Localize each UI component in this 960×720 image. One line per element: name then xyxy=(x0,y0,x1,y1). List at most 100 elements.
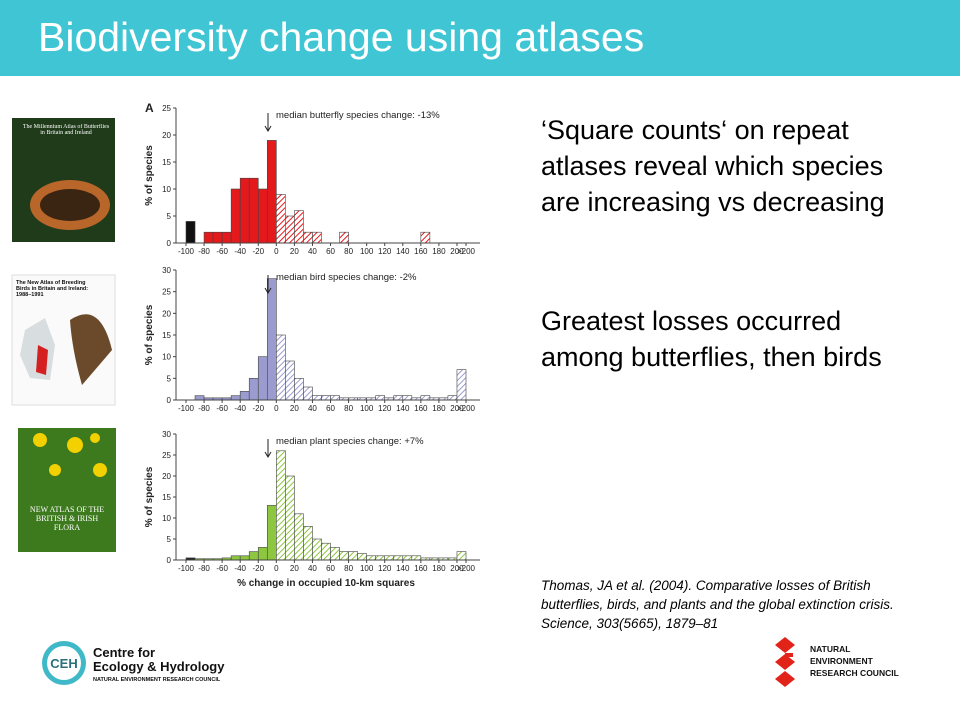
citation: Thomas, JA et al. (2004). Comparative lo… xyxy=(541,578,894,631)
bar xyxy=(411,555,422,561)
cover-art xyxy=(93,463,107,477)
x-tick-label: 80 xyxy=(344,247,353,256)
bar xyxy=(285,215,295,244)
x-tick-label: 200 xyxy=(450,404,464,413)
y-tick-label: 30 xyxy=(162,266,171,275)
x-tick-label: 0 xyxy=(274,404,279,413)
x-tick-label: -100 xyxy=(178,404,195,413)
bar xyxy=(194,395,205,401)
x-tick-label: 140 xyxy=(396,247,410,256)
x-tick-label: 60 xyxy=(326,404,335,413)
bar xyxy=(248,378,259,401)
bar xyxy=(212,231,223,244)
x-tick-label: 0 xyxy=(274,564,279,573)
bar xyxy=(357,553,367,561)
bar xyxy=(312,538,322,561)
bar xyxy=(375,395,386,401)
bar xyxy=(257,188,268,244)
bar xyxy=(276,334,286,401)
x-tick-label: 100 xyxy=(360,404,374,413)
bar xyxy=(239,555,250,561)
slide-title: Biodiversity change using atlases xyxy=(38,14,645,60)
cover-art xyxy=(67,437,83,453)
cover-art xyxy=(40,189,100,221)
bar xyxy=(393,395,404,401)
x-tick-label: -40 xyxy=(234,404,246,413)
x-tick-label: 60 xyxy=(326,247,335,256)
bar xyxy=(330,547,340,561)
bar xyxy=(303,526,313,561)
y-tick-label: 20 xyxy=(162,131,171,140)
x-tick-label: -80 xyxy=(198,564,210,573)
x-tick-label: 160 xyxy=(414,247,428,256)
y-tick-label: 20 xyxy=(162,472,171,481)
paragraph: Greatest losses occurred among butterfli… xyxy=(541,306,882,372)
bar xyxy=(230,188,241,244)
bar xyxy=(420,231,431,244)
x-tick-label: 180 xyxy=(432,247,446,256)
y-tick-label: 10 xyxy=(162,514,171,523)
bar xyxy=(384,555,395,561)
x-tick-label: 180 xyxy=(432,564,446,573)
bar xyxy=(230,395,241,401)
y-tick-label: 15 xyxy=(162,331,171,340)
bar xyxy=(285,475,295,561)
bar xyxy=(303,386,313,401)
x-tick-label: 100 xyxy=(360,564,374,573)
ceh-logo xyxy=(47,646,81,680)
y-tick-label: 5 xyxy=(167,212,172,221)
x-tick-label: -20 xyxy=(252,247,264,256)
nerc-name: NATURAL xyxy=(810,644,850,654)
x-tick-label: -60 xyxy=(216,404,228,413)
x-tick-label: -80 xyxy=(198,404,210,413)
x-tick-label: >200 xyxy=(457,404,476,413)
bar xyxy=(339,551,349,561)
y-tick-label: 0 xyxy=(167,396,172,405)
y-axis-label: % of species xyxy=(144,145,155,206)
x-tick-label: -40 xyxy=(234,564,246,573)
x-tick-label: -40 xyxy=(234,247,246,256)
cover-art xyxy=(36,345,48,375)
y-tick-label: 25 xyxy=(162,451,171,460)
x-tick-label: 100 xyxy=(360,247,374,256)
bar xyxy=(239,177,250,244)
x-tick-label: >200 xyxy=(457,564,476,573)
panel-label: A xyxy=(145,101,154,115)
y-tick-label: 15 xyxy=(162,493,171,502)
bar xyxy=(402,555,413,561)
cover xyxy=(18,428,116,552)
cover-title: NEW ATLAS OF THE BRITISH & IRISH FLORA xyxy=(29,505,105,532)
y-tick-label: 20 xyxy=(162,309,171,318)
y-tick-label: 0 xyxy=(167,556,172,565)
bar xyxy=(257,356,268,401)
y-tick-label: 15 xyxy=(162,158,171,167)
x-tick-label: 140 xyxy=(396,404,410,413)
bar xyxy=(248,551,259,561)
x-tick-label: 20 xyxy=(290,247,299,256)
bar xyxy=(420,395,431,401)
cover-art xyxy=(90,433,100,443)
bar xyxy=(276,450,286,561)
x-tick-label: 40 xyxy=(308,404,317,413)
cover-art xyxy=(70,314,112,385)
x-tick-label: 0 xyxy=(274,247,279,256)
bar xyxy=(303,231,313,244)
header-bar: Biodiversity change using atlases xyxy=(0,0,960,76)
paragraph: ‘Square counts‘ on repeat atlases reveal… xyxy=(541,115,885,217)
x-tick-label: >200 xyxy=(457,247,476,256)
bar xyxy=(393,555,404,561)
x-tick-label: -80 xyxy=(198,247,210,256)
bar xyxy=(266,278,277,401)
y-axis-label: % of species xyxy=(144,466,155,527)
x-tick-label: 180 xyxy=(432,404,446,413)
x-tick-label: 60 xyxy=(326,564,335,573)
x-tick-label: -60 xyxy=(216,564,228,573)
x-tick-label: 120 xyxy=(378,247,392,256)
bar xyxy=(239,391,250,401)
bar xyxy=(266,505,277,561)
ceh-name: Centre for xyxy=(93,645,155,660)
bar xyxy=(348,551,358,561)
annotation: median bird species change: -2% xyxy=(276,272,417,283)
